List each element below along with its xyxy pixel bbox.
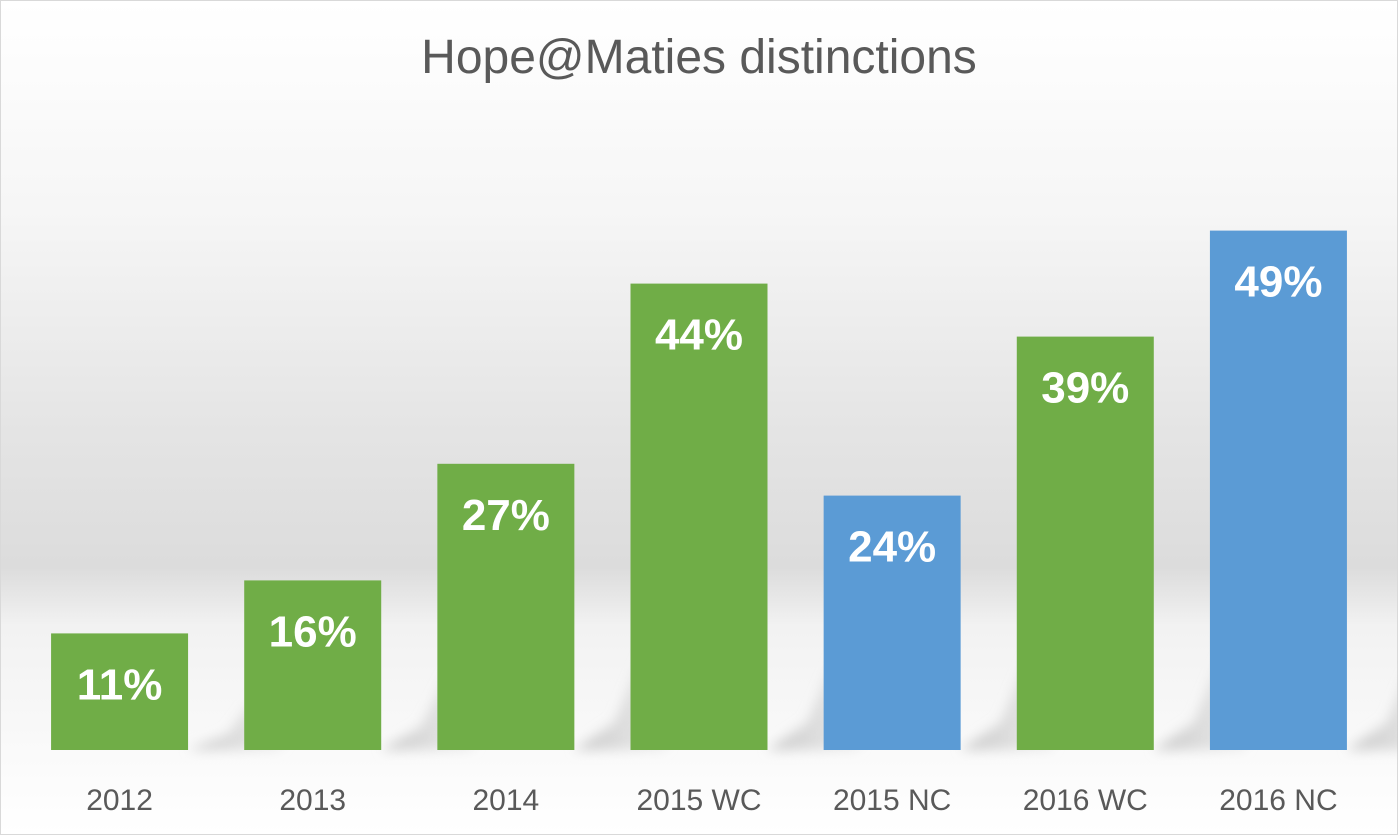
data-label: 27%: [462, 491, 550, 540]
data-label: 44%: [655, 311, 743, 360]
bar-shadow: [1346, 696, 1398, 750]
bar-2016-nc: [1209, 230, 1347, 751]
bar-2016-wc: [1016, 336, 1154, 750]
x-tick-label: 2013: [279, 784, 346, 817]
data-label: 24%: [848, 523, 936, 572]
x-tick-label: 2014: [472, 784, 539, 817]
data-label: 11%: [77, 660, 163, 709]
x-tick-label: 2015 WC: [636, 784, 761, 817]
x-tick-label: 2016 WC: [1023, 784, 1148, 817]
bar-2013: [244, 580, 382, 750]
data-label: 49%: [1234, 258, 1322, 307]
bars: [51, 230, 1347, 751]
data-label: 39%: [1041, 364, 1129, 413]
bar-2014: [437, 463, 575, 750]
x-tick-label: 2016 NC: [1219, 784, 1337, 817]
x-tick-label: 2015 NC: [833, 784, 951, 817]
data-labels: 11% 16% 27% 44% 24% 39% 49%: [77, 258, 1323, 710]
x-tick-label: 2012: [86, 784, 153, 817]
bar-2012: [51, 633, 189, 750]
chart-title: Hope@Maties distinctions: [421, 31, 977, 84]
bar-2015-nc: [823, 495, 961, 750]
bar-2015-wc: [630, 283, 768, 750]
data-label: 16%: [269, 607, 357, 656]
x-axis-tick-labels: 2012 2013 2014 2015 WC 2015 NC 2016 WC 2016 NC: [86, 784, 1337, 817]
